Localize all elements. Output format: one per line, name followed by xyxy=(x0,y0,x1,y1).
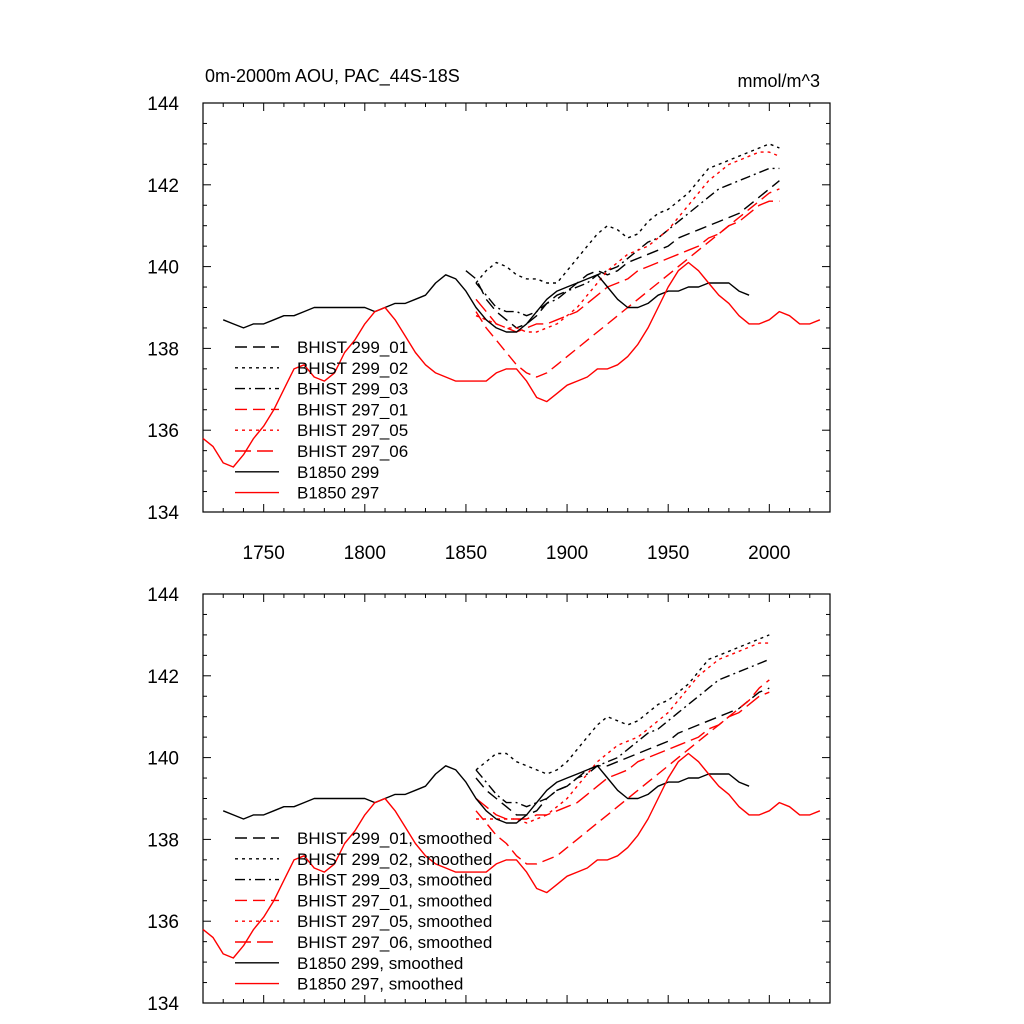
top-legend-label-1: BHIST 299_01 xyxy=(297,338,408,357)
top-series-line-1 xyxy=(465,180,780,329)
top-series-line-4 xyxy=(475,188,780,378)
bottom-legend-label-6: BHIST 297_06, smoothed xyxy=(297,933,492,952)
bottom-y-tick-label: 144 xyxy=(147,585,179,606)
top-legend-label-3: BHIST 299_03 xyxy=(297,380,408,399)
top-panel-units: mmol/m^3 xyxy=(738,71,820,91)
top-y-tick-label: 138 xyxy=(147,339,179,360)
bottom-y-tick-label: 136 xyxy=(147,912,179,933)
top-series-line-3 xyxy=(475,167,780,317)
top-legend-label-4: BHIST 297_01 xyxy=(297,400,408,419)
bottom-legend-label-5: BHIST 297_05, smoothed xyxy=(297,912,492,931)
top-series-line-8 xyxy=(202,261,821,468)
top-series-line-6 xyxy=(475,200,780,333)
bottom-legend-label-2: BHIST 299_02, smoothed xyxy=(297,850,492,869)
top-y-tick-label: 140 xyxy=(147,258,179,279)
top-y-tick-label: 134 xyxy=(147,503,179,524)
top-series-line-7 xyxy=(222,274,750,333)
bottom-y-tick-label: 140 xyxy=(147,749,179,770)
bottom-series-line-1 xyxy=(475,687,770,816)
top-x-tick-label: 2000 xyxy=(748,543,790,564)
top-x-tick-label: 1800 xyxy=(344,543,386,564)
bottom-panel: 134 136 138 140 142 144 BHIST 299_01, smoothed… xyxy=(147,585,831,1015)
top-series-line-5 xyxy=(475,151,780,333)
top-legend-label-6: BHIST 297_06 xyxy=(297,442,408,461)
top-x-tick-label: 1900 xyxy=(546,543,588,564)
bottom-series-line-5 xyxy=(476,642,770,824)
bottom-legend-label-3: BHIST 299_03, smoothed xyxy=(297,871,492,890)
bottom-series-line-2 xyxy=(475,634,770,775)
bottom-legend-label-4: BHIST 297_01, smoothed xyxy=(297,891,492,910)
bottom-legend-label-1: BHIST 299_01, smoothed xyxy=(297,829,492,848)
bottom-legend-label-7: B1850 299, smoothed xyxy=(297,954,463,973)
top-series-line-2 xyxy=(475,143,780,284)
bottom-y-tick-label: 134 xyxy=(147,994,179,1015)
bottom-series-line-3 xyxy=(475,658,770,808)
top-legend-label-8: B1850 297 xyxy=(297,484,379,503)
top-y-tick-label: 136 xyxy=(147,421,179,442)
bottom-series-line-7 xyxy=(222,765,750,824)
bottom-series-line-8 xyxy=(202,752,821,959)
bottom-series-line-6 xyxy=(475,691,770,820)
top-x-tick-label: 1950 xyxy=(647,543,689,564)
top-legend-label-5: BHIST 297_05 xyxy=(297,421,408,440)
top-panel: 0m-2000m AOU, PAC_44S-18S mmol/m^3 134 13… xyxy=(147,66,831,564)
top-y-tick-label: 144 xyxy=(147,94,179,115)
top-x-tick-label: 1850 xyxy=(445,543,487,564)
top-legend-label-7: B1850 299 xyxy=(297,463,379,482)
top-panel-title: 0m-2000m AOU, PAC_44S-18S xyxy=(205,66,460,87)
bottom-y-tick-label: 138 xyxy=(147,830,179,851)
bottom-y-tick-label: 142 xyxy=(147,667,179,688)
bottom-legend-label-8: B1850 297, smoothed xyxy=(297,975,463,994)
top-x-tick-label: 1750 xyxy=(243,543,285,564)
top-y-tick-label: 142 xyxy=(147,176,179,197)
top-legend-label-2: BHIST 299_02 xyxy=(297,359,408,378)
